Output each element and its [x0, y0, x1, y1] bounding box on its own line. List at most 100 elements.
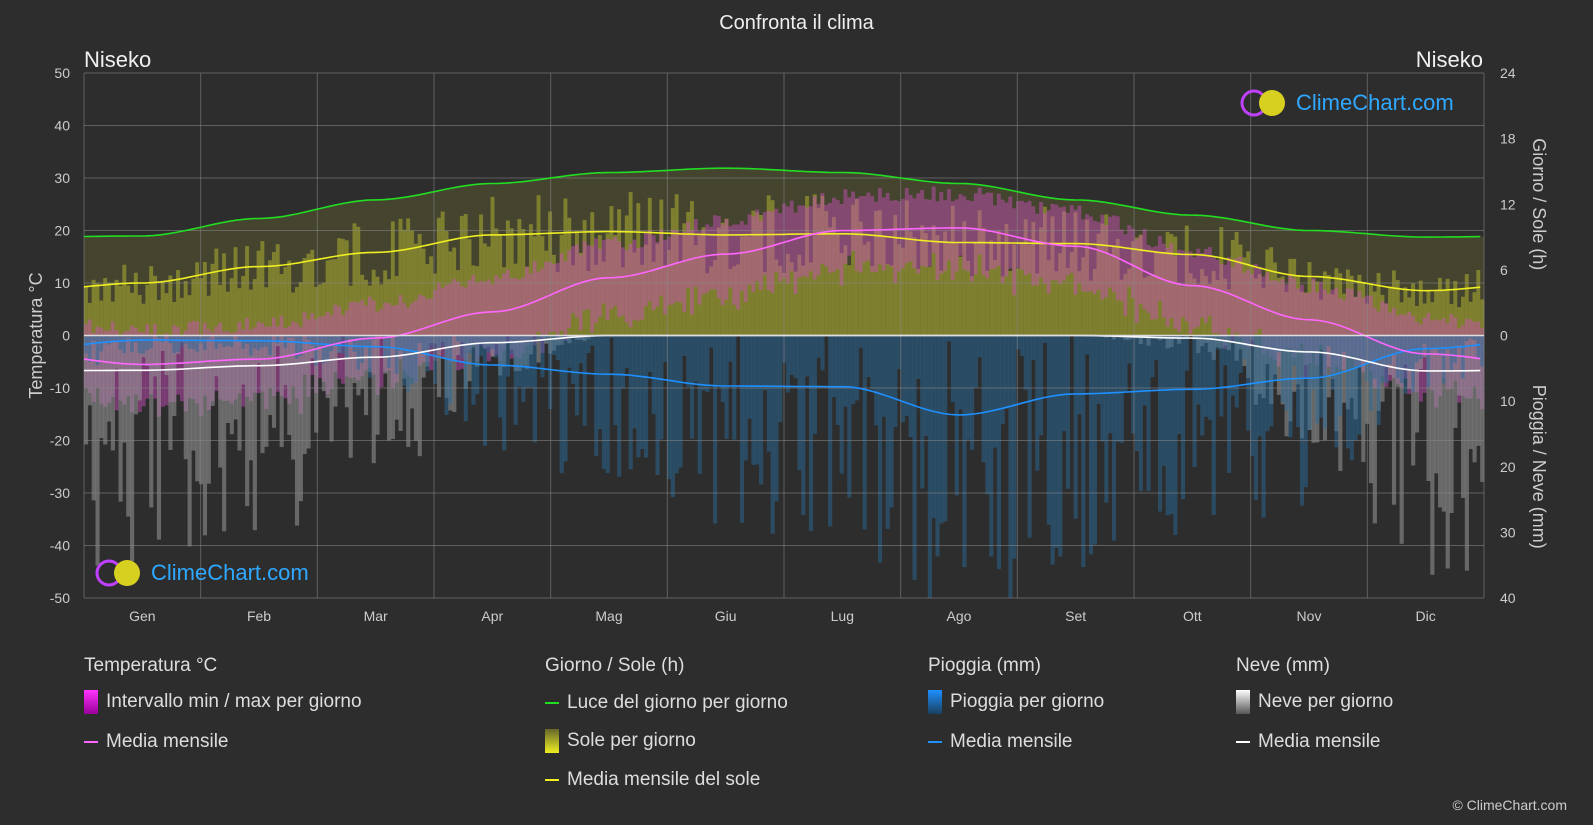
temp-range-bar: [1092, 220, 1097, 294]
snow-bar: [84, 335, 89, 445]
daylight-bar: [367, 200, 372, 336]
rain-bar: [751, 335, 756, 465]
sun-bar: [1031, 221, 1036, 336]
temp-range-bar: [808, 206, 814, 272]
daylight-bar: [1457, 236, 1462, 336]
rain-bar: [1357, 335, 1362, 435]
right-bottom-tick-label: 20: [1500, 459, 1516, 475]
rain-bar: [828, 335, 833, 527]
sun-bar: [935, 235, 940, 336]
rain-bar: [1238, 335, 1243, 373]
temp-range-bar: [528, 273, 534, 342]
left-tick-label: 30: [54, 170, 70, 186]
rain-bar: [1142, 335, 1147, 406]
daylight-bar: [774, 169, 779, 336]
sun-bar: [1376, 272, 1381, 336]
sun-bar: [229, 278, 234, 336]
sun-bar: [981, 227, 986, 336]
snow-bar: [364, 335, 369, 416]
sun-bar: [1250, 264, 1255, 336]
sun-bar: [1422, 303, 1427, 336]
snow-bar: [110, 335, 115, 451]
temp-range-bar: [720, 224, 725, 306]
rain-bar: [1085, 335, 1090, 355]
temp-range-bar: [828, 202, 833, 273]
sun-bar: [279, 274, 284, 336]
snow-bar: [156, 335, 162, 540]
daylight-bar: [916, 180, 921, 336]
sun-bar: [1384, 303, 1389, 336]
sun-bar: [1188, 273, 1193, 336]
snow-bar: [283, 335, 288, 386]
temp-range-bar: [536, 271, 541, 332]
temp-range-bar: [693, 219, 698, 287]
rain-bar: [1326, 335, 1331, 347]
sun-bar: [91, 279, 96, 336]
rain-bar: [317, 335, 323, 347]
rain-bar: [314, 335, 319, 366]
sun-bar: [862, 244, 867, 336]
temp-range-bar: [582, 241, 587, 311]
logo-top[interactable]: ClimeChart.com: [1240, 88, 1454, 118]
sun-bar: [1330, 294, 1335, 336]
temp-range-bar: [755, 209, 760, 282]
sun-bar: [567, 217, 572, 336]
snow-bar: [371, 335, 376, 464]
rain-bar: [996, 335, 1002, 570]
legend-rain-heading: Pioggia (mm): [928, 655, 1041, 676]
rain-bar: [252, 335, 257, 349]
temp-range-bar: [563, 261, 568, 341]
rain-bar: [874, 335, 879, 426]
daylight-bar: [1399, 236, 1404, 336]
sun-bar: [1449, 304, 1454, 336]
logo-bottom[interactable]: ClimeChart.com: [95, 558, 309, 588]
temp-range-bar: [1127, 225, 1132, 287]
rain-bar: [943, 335, 948, 522]
snow-bar: [344, 335, 349, 408]
sun-bar: [1108, 253, 1113, 336]
snow-bar: [214, 335, 219, 377]
daylight-bar: [502, 183, 507, 336]
rain-bar: [678, 335, 683, 468]
temp-range-bar: [1230, 267, 1235, 342]
rain-bar: [471, 335, 476, 405]
temp-range-bar: [1177, 249, 1182, 332]
rain-mean-swatch: [928, 741, 942, 743]
sun-bar: [141, 303, 146, 336]
rain-bar: [1246, 335, 1251, 431]
temp-range-bar: [924, 199, 929, 267]
daylight-bar: [1196, 215, 1201, 336]
sun-bar: [429, 256, 434, 336]
temp-range-bar: [590, 246, 595, 333]
sun-bar: [628, 192, 633, 336]
temp-range-bar: [1207, 247, 1212, 316]
temp-range-bar: [1046, 210, 1051, 294]
temp-range-bar: [678, 232, 683, 303]
sun-bar: [160, 282, 165, 336]
temp-range-bar: [1326, 293, 1331, 367]
temp-range-bar: [1242, 272, 1247, 346]
sun-bar: [206, 295, 211, 336]
sun-bar: [1288, 258, 1293, 336]
sun-bar: [793, 271, 798, 336]
rain-bar: [1119, 335, 1124, 443]
snow-bar: [314, 335, 319, 433]
rain-bar: [950, 335, 955, 403]
daylight-bar: [1407, 236, 1412, 336]
sun-bar: [636, 203, 641, 336]
rain-bar: [517, 335, 522, 387]
sun-bar: [364, 279, 369, 336]
rain-bar: [1169, 335, 1174, 515]
legend-label: Luce del giorno per giorno: [567, 692, 788, 713]
legend-label: Intervallo min / max per giorno: [106, 691, 362, 712]
temp-range-bar: [463, 287, 468, 361]
sun-bar: [540, 236, 545, 336]
sun-bar: [1388, 286, 1393, 336]
temp-range-bar: [862, 195, 867, 263]
snow-bar: [333, 335, 338, 407]
sun-bar: [1169, 234, 1174, 336]
snow-bar: [1391, 335, 1397, 505]
sun-bar: [1399, 302, 1404, 336]
temp-range-bar: [1180, 250, 1186, 318]
